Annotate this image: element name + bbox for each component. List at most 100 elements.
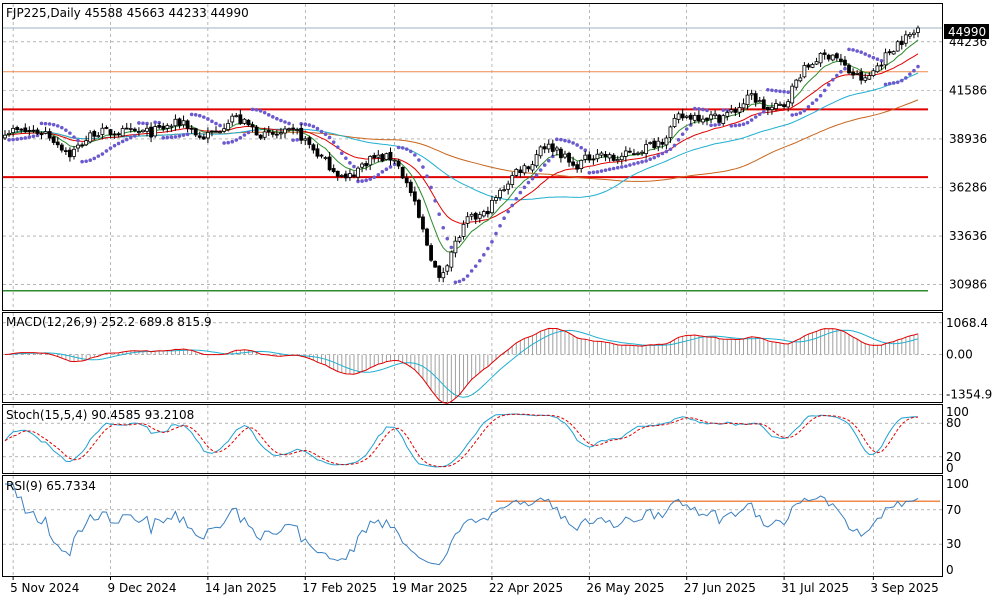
- candle-body: [830, 54, 835, 61]
- psar-dot: [404, 147, 409, 151]
- candle-body: [725, 112, 730, 117]
- candle-body: [242, 118, 247, 124]
- candle-body: [668, 126, 673, 139]
- candle-body: [230, 115, 235, 123]
- candle-body: [173, 118, 178, 127]
- psar-dot: [494, 231, 498, 236]
- candle-body: [571, 161, 575, 166]
- candle-body: [51, 136, 56, 143]
- candle-body: [27, 130, 32, 132]
- psar-dot: [457, 279, 462, 284]
- candle-body: [449, 251, 454, 268]
- psar-dot: [770, 88, 774, 93]
- psar-dot: [413, 153, 417, 157]
- x-tick-label: 9 Dec 2024: [108, 581, 177, 595]
- candle-body: [201, 136, 206, 140]
- psar-dot: [644, 159, 648, 163]
- ma-mid-line: [4, 53, 919, 224]
- candle-body: [879, 64, 884, 67]
- candle-body: [603, 154, 608, 158]
- psar-dot: [818, 93, 823, 98]
- candle-body: [591, 158, 596, 161]
- psar-dot: [116, 141, 121, 146]
- candle-body: [514, 169, 519, 176]
- candle-body: [648, 142, 653, 144]
- candle-body: [76, 144, 80, 149]
- psar-dot: [23, 136, 28, 140]
- rsi-panel: [2, 475, 943, 577]
- psar-dot: [153, 120, 157, 125]
- psar-dot: [599, 169, 604, 173]
- candle-body: [607, 154, 612, 159]
- psar-dot: [628, 163, 632, 167]
- psar-dot: [55, 124, 60, 128]
- candle-body: [157, 125, 162, 128]
- candle-body: [599, 152, 604, 156]
- psar-dot: [88, 158, 93, 163]
- candle-body: [238, 114, 243, 124]
- candle-body: [810, 64, 815, 68]
- candle-body: [859, 71, 864, 81]
- candle-body: [437, 265, 442, 278]
- candle-body: [372, 155, 377, 159]
- candle-body: [721, 115, 726, 124]
- candle-body: [753, 93, 758, 103]
- psar-dot: [384, 167, 389, 172]
- candle-body: [579, 159, 584, 169]
- candle-body: [214, 130, 218, 133]
- psar-dot: [729, 124, 734, 128]
- candle-body: [7, 132, 11, 135]
- psar-dot: [307, 123, 312, 127]
- psar-dot: [794, 112, 799, 117]
- candle-body: [210, 130, 214, 133]
- candle-body: [640, 151, 644, 154]
- candle-body: [319, 154, 324, 157]
- psar-dot: [327, 135, 332, 140]
- psar-dot: [161, 136, 166, 140]
- psar-dot: [210, 119, 214, 124]
- candle-body: [709, 114, 713, 120]
- psar-dot: [522, 185, 527, 190]
- psar-dot: [636, 161, 640, 165]
- candle-body: [84, 140, 89, 146]
- psar-dot: [867, 54, 872, 58]
- psar-dot: [120, 139, 125, 144]
- candle-body: [502, 189, 507, 192]
- psar-dot: [47, 122, 52, 126]
- stoch-header: Stoch(15,5,4) 90.4585 93.2108: [6, 408, 194, 422]
- stoch-tick-label: 0: [946, 461, 954, 475]
- psar-dot: [530, 176, 535, 181]
- candle-body: [311, 144, 316, 151]
- psar-dot: [104, 149, 109, 153]
- rsi-series: [5, 483, 940, 566]
- candle-body: [303, 138, 308, 141]
- psar-dot: [173, 135, 178, 139]
- psar-dot: [35, 133, 40, 138]
- psar-dot: [883, 82, 888, 87]
- psar-dot: [214, 121, 218, 126]
- stoch-tick-label: 100: [946, 405, 969, 419]
- psar-dot: [904, 76, 908, 80]
- candle-body: [287, 128, 291, 131]
- candle-body: [181, 120, 186, 126]
- psar-dot: [477, 258, 482, 263]
- candle-body: [899, 40, 904, 45]
- price-tick-label: 38936: [949, 132, 987, 146]
- candle-body: [863, 77, 868, 81]
- psar-dot: [688, 123, 693, 127]
- candle-body: [822, 52, 827, 55]
- psar-dot: [197, 113, 202, 118]
- psar-dot: [762, 110, 766, 114]
- stoch-d-line: [4, 413, 919, 468]
- candle-body: [234, 115, 239, 118]
- psar-dot: [697, 107, 701, 111]
- psar-dot: [611, 166, 616, 171]
- price-tick-label: 30986: [949, 278, 987, 292]
- candle-body: [23, 127, 28, 133]
- psar-dot: [283, 120, 287, 124]
- psar-dot: [165, 135, 170, 140]
- psar-dot: [145, 121, 149, 126]
- candle-body: [498, 189, 502, 198]
- macd-tick-label: -1354.9: [946, 388, 992, 402]
